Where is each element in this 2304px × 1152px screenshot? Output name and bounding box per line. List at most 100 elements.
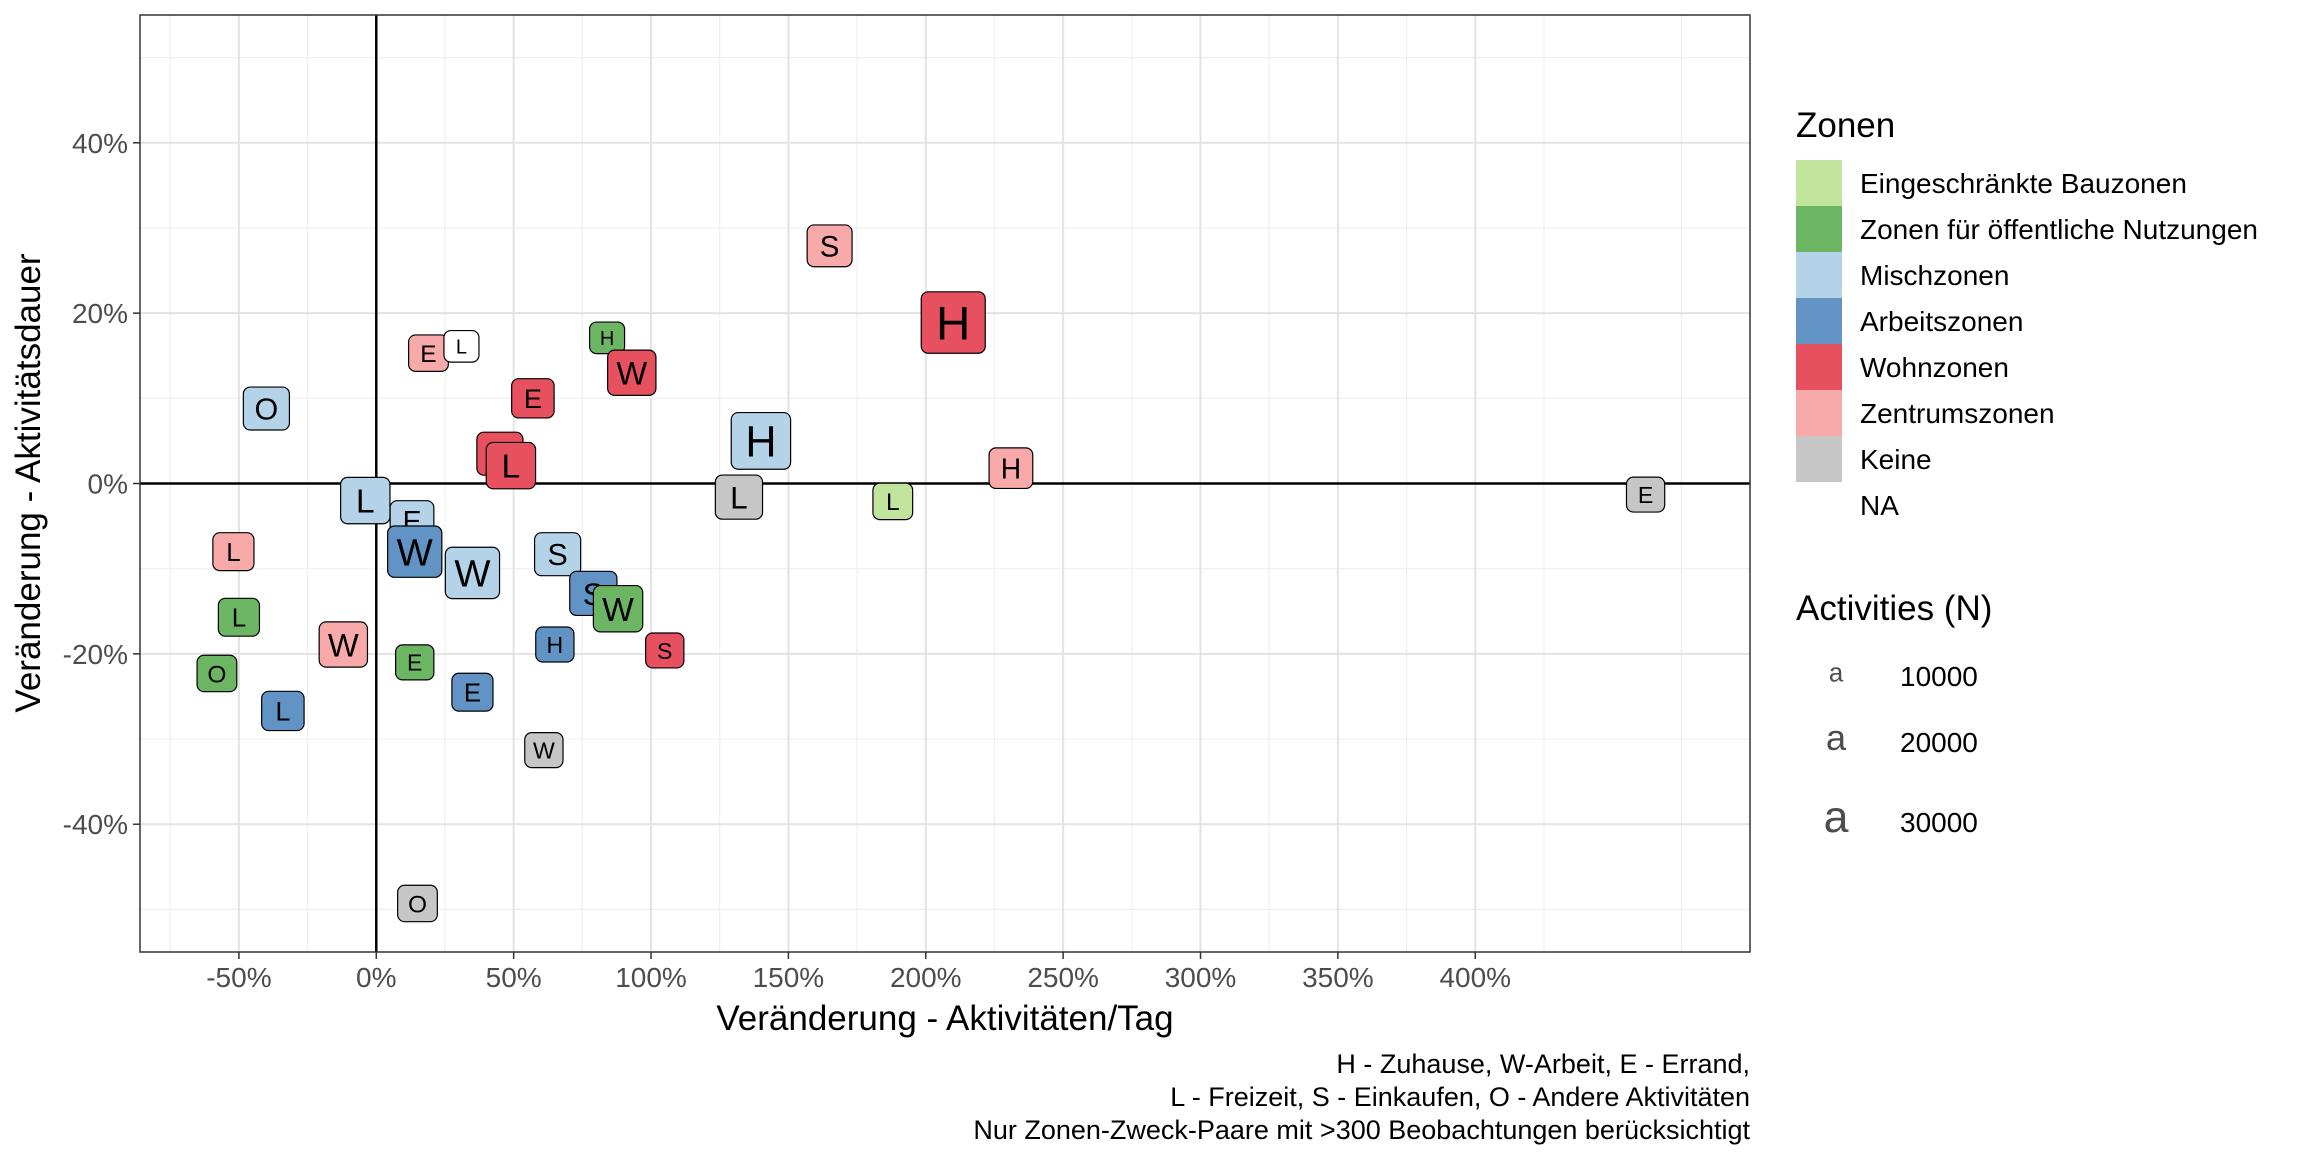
x-tick-label: 250% (1027, 962, 1099, 993)
size-legend-glyph: a (1826, 717, 1847, 758)
y-tick-label: -40% (63, 809, 128, 840)
size-legend-label: 10000 (1900, 661, 1978, 692)
legend-key (1796, 252, 1842, 298)
data-point-label: L (456, 337, 467, 359)
data-point: E (395, 644, 435, 681)
legend-key (1796, 298, 1842, 344)
data-point: L (714, 474, 764, 520)
data-point-box (242, 386, 291, 431)
data-point: H (920, 291, 986, 354)
data-point-box (443, 329, 480, 363)
data-point-label: E (1638, 482, 1653, 508)
data-point: W (387, 525, 443, 578)
data-point-label: E (420, 341, 436, 368)
data-point: S (806, 224, 853, 268)
data-point-box (387, 525, 443, 578)
data-point-label: W (397, 531, 433, 574)
data-point-label: H (936, 298, 970, 351)
y-tick-label: 40% (72, 128, 128, 159)
size-legend-label: 30000 (1900, 807, 1978, 838)
data-point-label: H (745, 418, 776, 466)
x-tick-label: 200% (890, 962, 962, 993)
data-point: S (645, 632, 685, 669)
data-point: O (196, 654, 238, 693)
data-point-label: E (464, 679, 481, 707)
data-point-box (592, 584, 644, 633)
data-point-label: O (207, 661, 226, 688)
caption-line-1: H - Zuhause, W-Arbeit, E - Errand, (1336, 1049, 1750, 1079)
data-point-box (444, 546, 501, 600)
data-point-box (714, 474, 764, 520)
data-point: H (588, 321, 626, 355)
data-point-label: L (356, 484, 375, 521)
zone-color-legend: Zonen Eingeschränkte Bauzonen Zonen für ö… (1796, 106, 2258, 521)
data-point-label: E (524, 383, 542, 414)
data-point-label: L (502, 449, 521, 486)
x-axis-ticks: -50% 0% 50% 100% 150% 200% 250% 300% 350% 400% (206, 952, 1511, 993)
data-point-label: E (407, 650, 422, 676)
legend-key (1796, 344, 1842, 390)
data-point-box (217, 597, 261, 637)
data-point: S (533, 532, 582, 577)
data-point-label: L (232, 605, 246, 633)
points-layer: OELHWSHEOLHHLLELEWWSSWHSLLOWEELWO (196, 224, 1666, 923)
data-point: H (730, 411, 792, 470)
plot-panel: OELHWSHEOLHHLLELEWWSSWHSLLOWEELWO (139, 14, 1751, 953)
data-point-label: S (657, 638, 672, 664)
legend-key (1796, 206, 1842, 252)
x-tick-label: 400% (1439, 962, 1511, 993)
data-point: W (318, 621, 369, 668)
data-point: O (397, 884, 438, 923)
y-tick-label: 0% (88, 469, 128, 500)
x-axis-title: Veränderung - Aktivitäten/Tag (716, 999, 1173, 1038)
data-point: H (988, 447, 1034, 490)
data-point-label: W (602, 592, 634, 629)
size-legend-label: 20000 (1900, 727, 1978, 758)
x-tick-label: 350% (1302, 962, 1374, 993)
data-point-box (524, 732, 564, 769)
data-point-box (261, 690, 305, 732)
data-point-label: H (547, 632, 564, 658)
data-point-box (397, 884, 438, 923)
activities-size-legend: Activities (N) a 10000 a 20000 a 30000 (1796, 589, 1992, 842)
chart-caption: H - Zuhause, W-Arbeit, E - Errand, L - F… (973, 1049, 1750, 1145)
data-point-box (511, 378, 555, 419)
data-point-label: W (533, 737, 555, 763)
data-point-box (607, 349, 657, 396)
legend-label: Wohnzonen (1860, 352, 2009, 383)
data-point-label: W (328, 626, 359, 663)
data-point-box (645, 632, 685, 669)
x-tick-label: 0% (356, 962, 396, 993)
data-point-box (988, 447, 1034, 490)
data-point-box (340, 476, 391, 525)
data-point: L (217, 597, 261, 637)
data-point: L (261, 690, 305, 732)
legend-label: NA (1860, 490, 1899, 521)
data-point: L (443, 329, 480, 363)
legend-label: Eingeschränkte Bauzonen (1860, 168, 2187, 199)
data-point-label: O (408, 891, 427, 918)
x-tick-label: 50% (486, 962, 542, 993)
data-point-label: L (886, 489, 900, 516)
legend-key (1796, 160, 1842, 206)
data-point-label: S (547, 538, 567, 572)
data-point: L (485, 441, 537, 490)
legend-label: Zonen für öffentliche Nutzungen (1860, 214, 2258, 245)
data-point: L (872, 482, 914, 521)
data-point-label: W (616, 355, 647, 392)
x-tick-label: 300% (1165, 962, 1237, 993)
data-point: W (524, 732, 564, 769)
data-point: E (451, 672, 494, 712)
zone-legend-title: Zonen (1796, 106, 1895, 145)
y-axis-ticks: -40% -20% 0% 20% 40% (63, 128, 140, 840)
y-axis-title: Veränderung - Aktivitätsdauer (9, 253, 48, 713)
data-point-box (196, 654, 238, 693)
legend-key (1796, 390, 1842, 436)
data-point: E (511, 378, 555, 419)
legend-label: Keine (1860, 444, 1932, 475)
legend-key (1796, 436, 1842, 482)
data-point-box (806, 224, 853, 268)
data-point-box (730, 411, 792, 470)
x-tick-label: 150% (753, 962, 825, 993)
